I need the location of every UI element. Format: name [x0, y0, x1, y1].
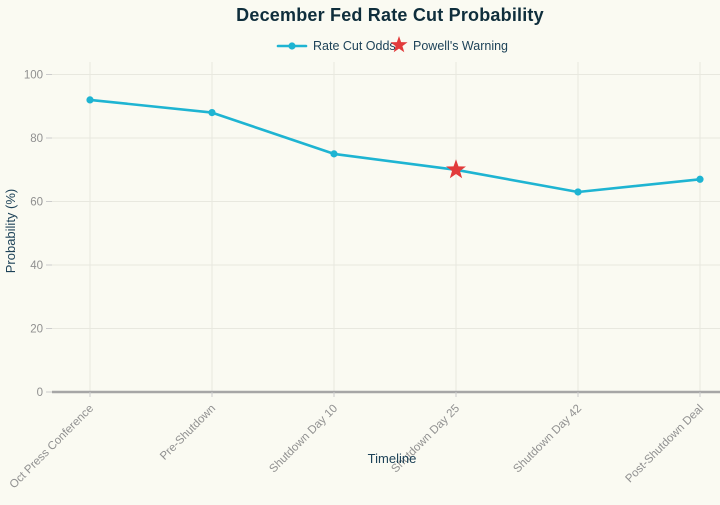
x-tick-label: Pre-Shutdown	[158, 403, 218, 463]
y-axis-label: Probability (%)	[3, 189, 18, 274]
y-tick-label: 80	[30, 133, 43, 145]
chart-title: December Fed Rate Cut Probability	[236, 5, 544, 25]
legend-line-dot-icon-marker	[288, 42, 296, 50]
y-tick-label: 60	[30, 197, 43, 209]
legend-item-rate-cut-odds: Rate Cut Odds	[276, 39, 396, 53]
legend-item-powells-warning: Powell's Warning	[390, 36, 508, 53]
legend-label-rate-cut-odds: Rate Cut Odds	[313, 39, 396, 53]
plot-area: 0 20 40 60 80 100 Oct Press Conference Pre-Shut…	[8, 62, 720, 491]
powells-warning-star-icon	[446, 159, 466, 179]
y-tick-label: 20	[30, 324, 43, 336]
legend: Rate Cut Odds Powell's Warning	[276, 36, 508, 53]
rate-cut-odds-line	[88, 98, 702, 194]
y-tick-label: 100	[24, 70, 43, 82]
data-point-marker	[574, 188, 582, 196]
data-point-marker	[696, 175, 704, 183]
y-tick-label: 40	[30, 260, 43, 272]
x-tick-label: Post-Shutdown Deal	[624, 403, 707, 486]
legend-label-powells-warning: Powell's Warning	[413, 39, 508, 53]
legend-star-icon	[390, 36, 408, 53]
x-tick-label: Shutdown Day 10	[267, 403, 340, 476]
data-point-marker	[330, 150, 338, 158]
data-point-marker	[86, 96, 94, 104]
x-tick-label: Oct Press Conference	[8, 403, 96, 491]
x-axis-label: Timeline	[368, 451, 417, 466]
y-tick-label: 0	[37, 387, 43, 399]
data-point-marker	[208, 109, 216, 117]
x-tick-label: Shutdown Day 42	[511, 403, 584, 476]
